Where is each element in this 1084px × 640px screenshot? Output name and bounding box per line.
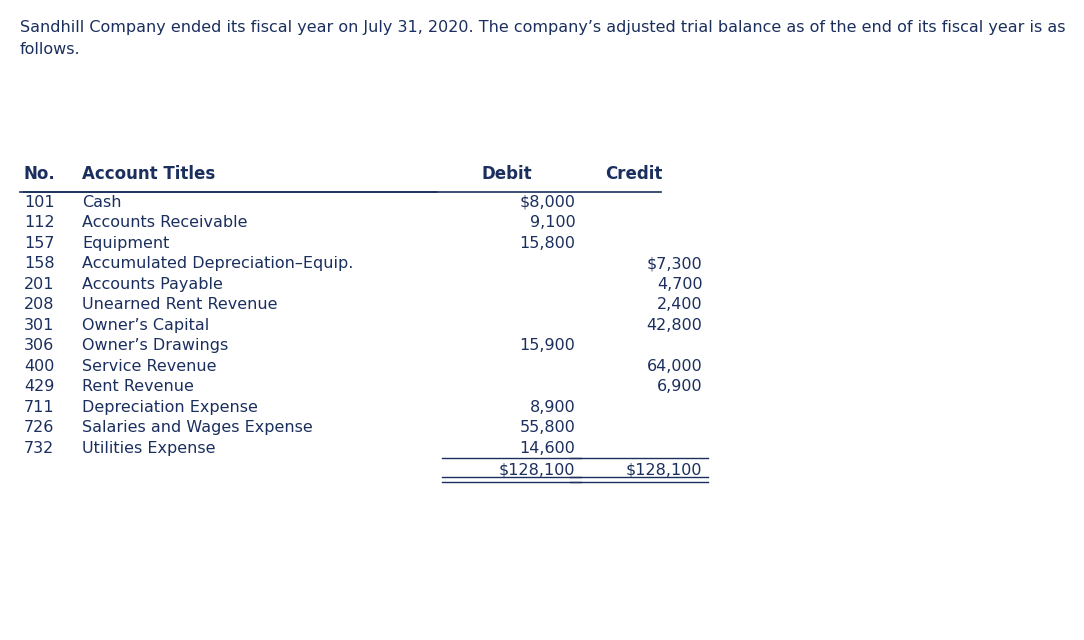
Text: Sandhill Company: Sandhill Company [249,79,431,97]
Text: 101: 101 [24,195,54,210]
Text: 2,400: 2,400 [657,297,702,312]
Text: 157: 157 [24,236,54,251]
Text: $7,300: $7,300 [647,256,702,271]
Text: 9,100: 9,100 [530,215,576,230]
Text: 112: 112 [24,215,54,230]
Text: Unearned Rent Revenue: Unearned Rent Revenue [82,297,278,312]
Text: Rent Revenue: Rent Revenue [82,379,194,394]
Text: 429: 429 [24,379,54,394]
Text: 732: 732 [24,440,54,456]
Text: Adjusted Trial Balance: Adjusted Trial Balance [236,106,444,124]
Text: Debit: Debit [482,165,532,184]
Text: 4,700: 4,700 [657,276,702,292]
Text: $8,000: $8,000 [519,195,576,210]
Text: $128,100: $128,100 [625,462,702,477]
Text: Utilities Expense: Utilities Expense [82,440,216,456]
Text: 301: 301 [24,317,54,333]
Text: Cash: Cash [82,195,121,210]
Text: Owner’s Drawings: Owner’s Drawings [82,338,229,353]
Text: $128,100: $128,100 [499,462,576,477]
Text: 201: 201 [24,276,54,292]
Text: Sandhill Company ended its fiscal year on July 31, 2020. The company’s adjusted : Sandhill Company ended its fiscal year o… [20,20,1064,35]
Text: Service Revenue: Service Revenue [82,358,217,374]
Text: 6,900: 6,900 [657,379,702,394]
Text: Account Titles: Account Titles [82,165,216,184]
Text: Owner’s Capital: Owner’s Capital [82,317,209,333]
Text: Equipment: Equipment [82,236,170,251]
Text: 55,800: 55,800 [519,420,576,435]
Text: July 31, 2020: July 31, 2020 [280,131,401,149]
Text: Credit: Credit [606,165,662,184]
Text: Accounts Payable: Accounts Payable [82,276,223,292]
Text: 14,600: 14,600 [519,440,576,456]
Text: 208: 208 [24,297,54,312]
Text: Salaries and Wages Expense: Salaries and Wages Expense [82,420,313,435]
Text: 400: 400 [24,358,54,374]
Text: 306: 306 [24,338,54,353]
Text: 64,000: 64,000 [647,358,702,374]
Text: 42,800: 42,800 [646,317,702,333]
Text: 726: 726 [24,420,54,435]
Text: 8,900: 8,900 [530,399,576,415]
Text: Depreciation Expense: Depreciation Expense [82,399,258,415]
Text: 711: 711 [24,399,54,415]
Text: 158: 158 [24,256,54,271]
Text: Accumulated Depreciation–Equip.: Accumulated Depreciation–Equip. [82,256,353,271]
Text: No.: No. [24,165,55,184]
Text: 15,800: 15,800 [519,236,576,251]
Text: Accounts Receivable: Accounts Receivable [82,215,248,230]
Text: 15,900: 15,900 [519,338,576,353]
Text: follows.: follows. [20,42,80,56]
